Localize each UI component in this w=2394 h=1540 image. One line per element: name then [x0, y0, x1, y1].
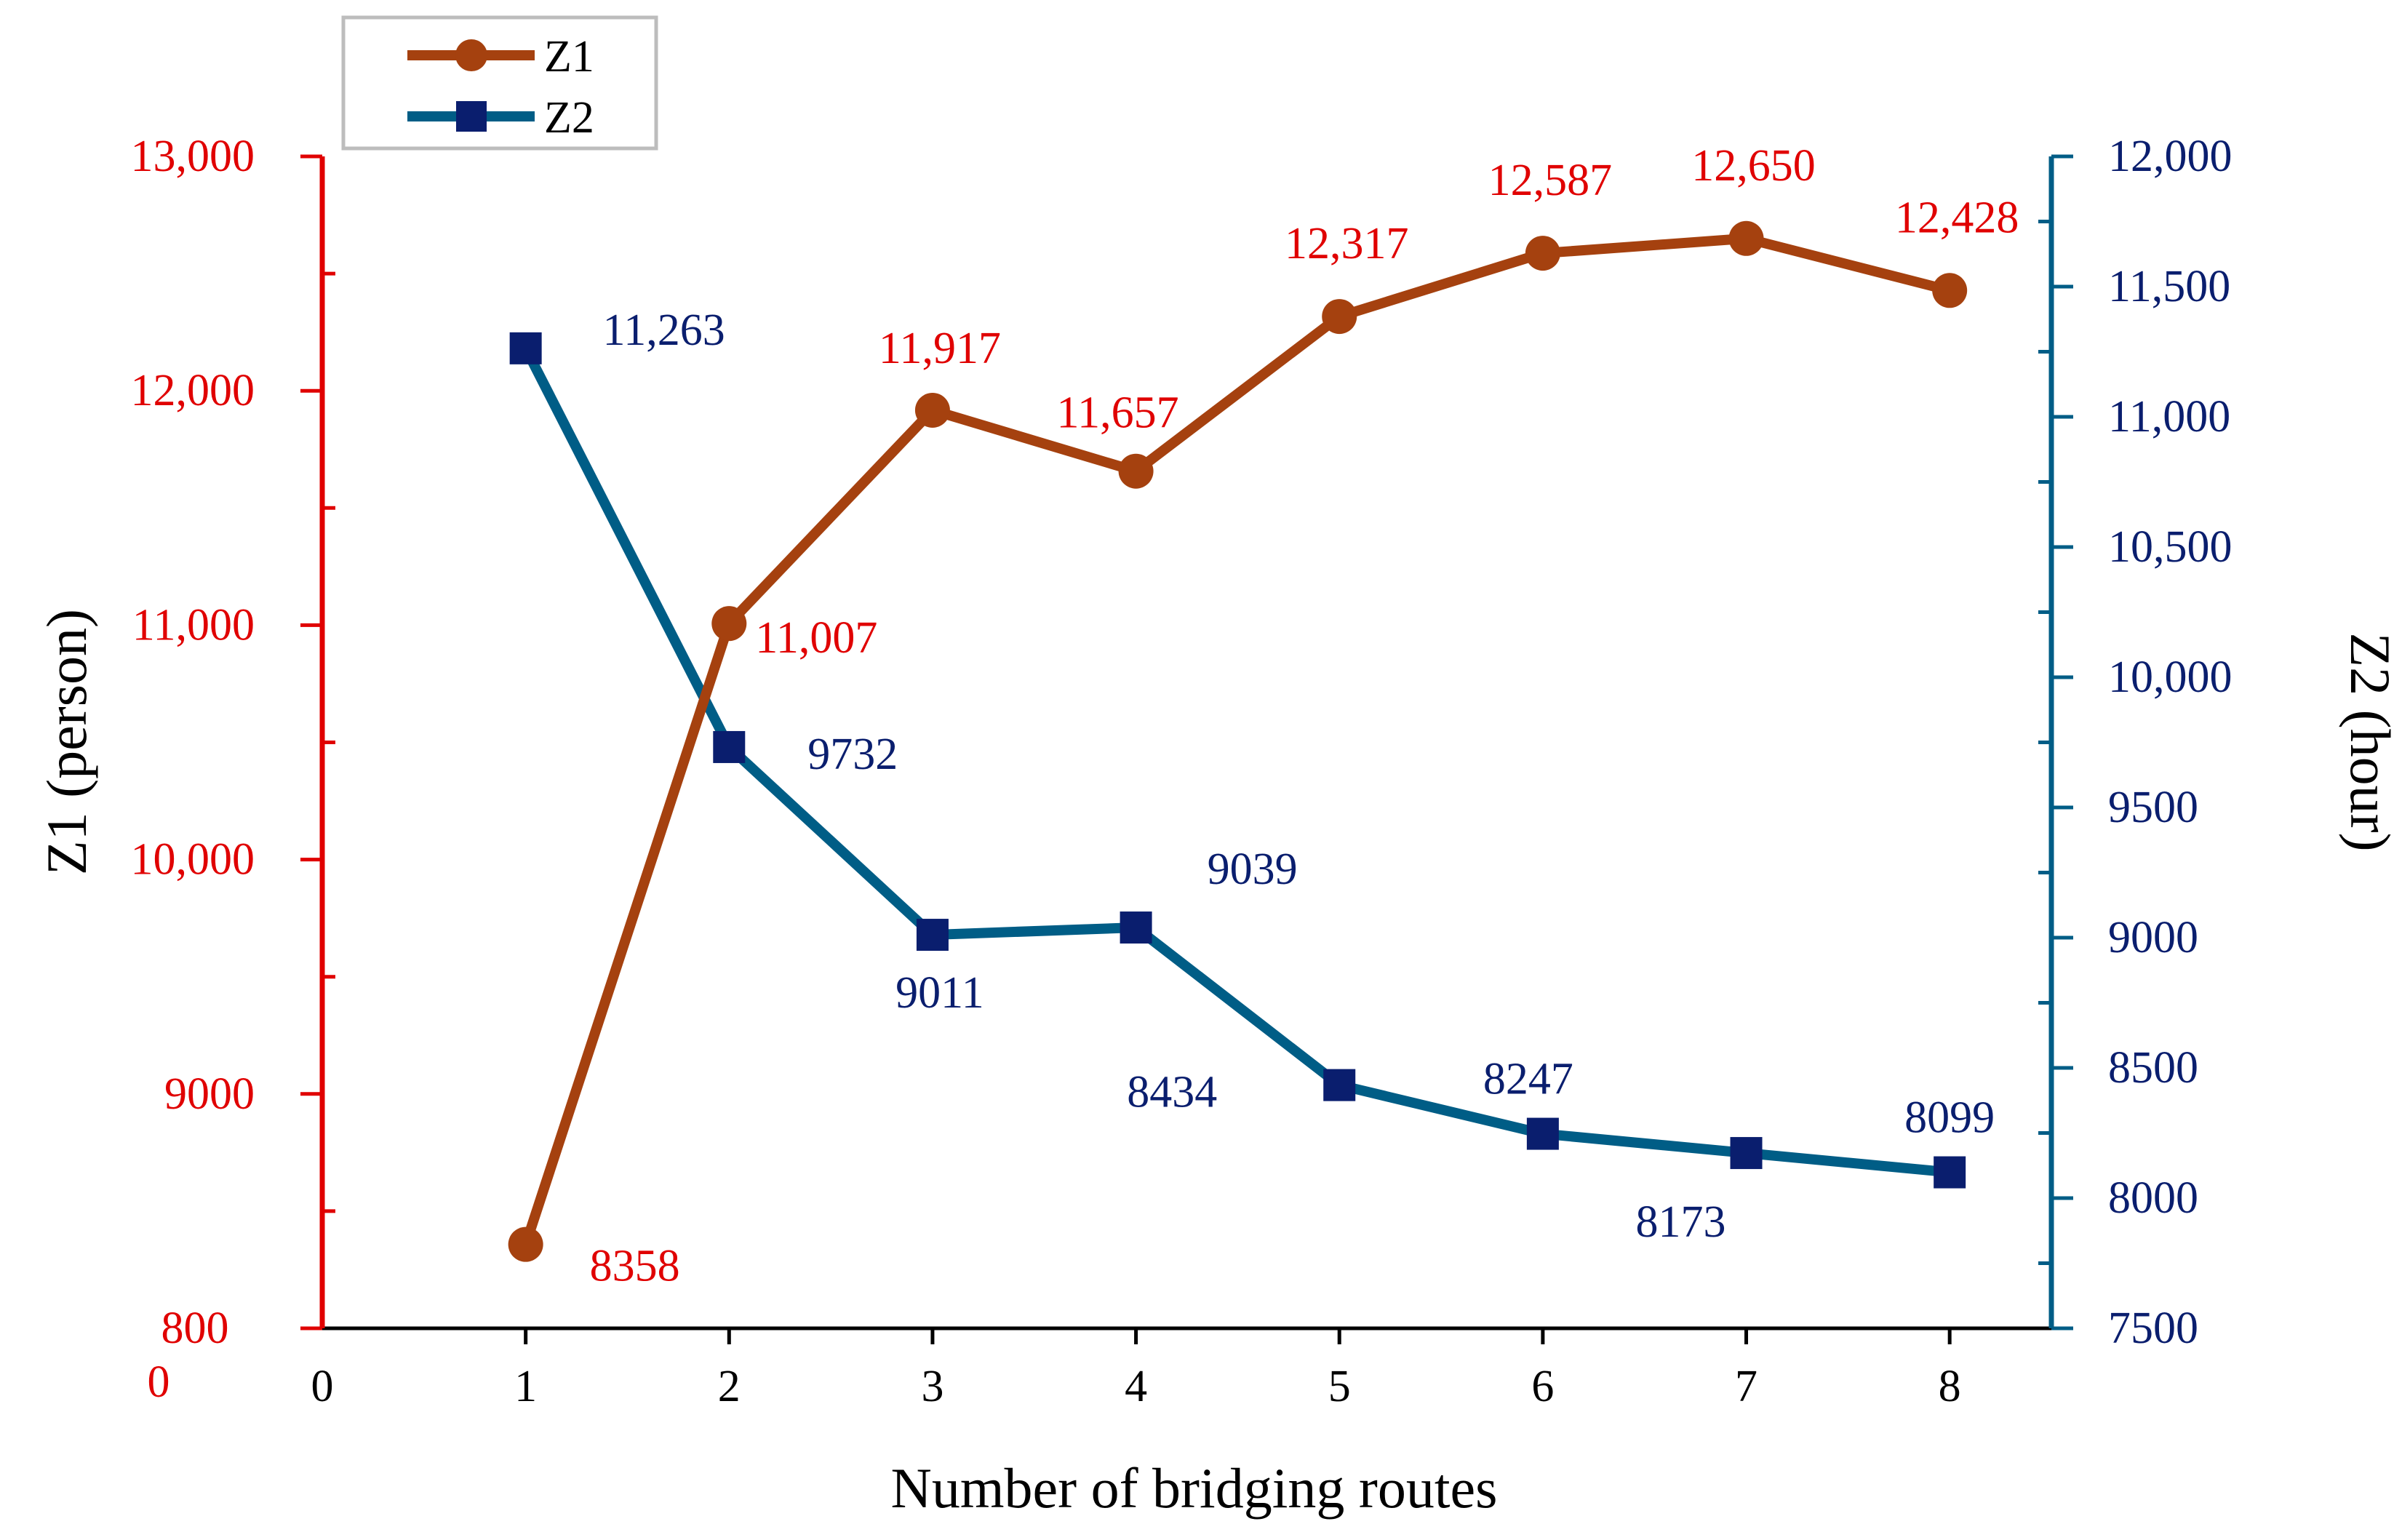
y-left-tick-label: 10,000 [131, 835, 255, 885]
z1-data-label: 8358 [590, 1242, 680, 1291]
y-right-tick-label: 9500 [2108, 783, 2198, 832]
z2-data-label: 11,263 [603, 306, 725, 355]
y-right-tick-label: 11,000 [2108, 392, 2230, 442]
x-tick-label: 3 [921, 1362, 943, 1411]
legend-z2-label: Z2 [544, 93, 594, 143]
y-right-tick-label: 11,500 [2108, 262, 2230, 311]
legend-z2-marker [456, 101, 487, 132]
x-axis-title: Number of bridging routes [890, 1456, 1497, 1520]
y-right-tick-label: 8000 [2108, 1173, 2198, 1223]
z2-point [713, 730, 746, 763]
z2-data-label: 9039 [1208, 845, 1298, 894]
z1-data-label: 11,917 [879, 324, 1001, 373]
z2-point [1730, 1137, 1763, 1170]
z2-point [1526, 1117, 1559, 1150]
series-line-z1 [520, 233, 1951, 1246]
z1-point [1118, 453, 1154, 489]
y-right-tick-label: 7500 [2108, 1304, 2198, 1353]
z2-data-label: 8173 [1636, 1197, 1726, 1247]
z1-data-label: 12,650 [1691, 141, 1816, 191]
x-tick-label: 8 [1939, 1362, 1961, 1411]
y-left-tick-label: 12,000 [131, 366, 255, 415]
x-tick-label: 7 [1735, 1362, 1757, 1411]
z2-data-label: 9011 [895, 968, 984, 1018]
y-right-tick-label: 9000 [2108, 913, 2198, 962]
legend-z1-label: Z1 [544, 32, 594, 81]
legend-box [341, 15, 658, 151]
y-left-axis-title: Z1 (person) [35, 609, 98, 875]
z2-data-label: 9732 [807, 730, 898, 779]
x-tick-label: 4 [1125, 1362, 1147, 1411]
x-tick-label: 2 [718, 1362, 741, 1411]
y-left-tick-label-part: 0 [148, 1357, 170, 1407]
x-tick-label: 1 [514, 1362, 537, 1411]
y-right-tick-label: 8500 [2108, 1043, 2198, 1093]
z2-point [916, 919, 949, 951]
z1-data-label: 12,317 [1285, 219, 1409, 268]
y-right-axis-title: Z2 (hour) [2339, 632, 2394, 851]
z1-point [508, 1226, 543, 1262]
y-right-tick-label: 10,000 [2108, 653, 2233, 702]
z1-data-label: 12,587 [1488, 156, 1613, 205]
z1-point [1728, 220, 1764, 256]
x-tick-label: 6 [1531, 1362, 1554, 1411]
z2-point [1934, 1156, 1966, 1189]
z2-point [1120, 911, 1152, 944]
series-group [508, 220, 1968, 1262]
y-left-tick-label: 11,000 [132, 600, 255, 650]
z2-data-label: 8434 [1127, 1068, 1217, 1117]
z2-data-label: 8099 [1904, 1093, 1995, 1143]
z2-point [1323, 1069, 1356, 1101]
data-labels: 8358 11,007 11,917 11,657 12,317 12,587 12,650… [590, 141, 2019, 1291]
z1-point [1322, 299, 1357, 335]
x-tick-label: 5 [1328, 1362, 1351, 1411]
z1-point [711, 606, 747, 642]
y-left-tick-label-part: 800 [161, 1304, 229, 1353]
z1-point [1525, 236, 1560, 271]
z1-data-label: 12,428 [1895, 193, 2019, 242]
z2-data-label: 8247 [1483, 1055, 1573, 1104]
x-tick-label: 0 [311, 1362, 334, 1411]
z2-point [509, 332, 542, 364]
z1-point [1932, 273, 1968, 308]
z1-data-label: 11,007 [755, 613, 877, 663]
y-right-tick-label: 12,000 [2108, 132, 2233, 181]
y-left-tick-label: 13,000 [131, 132, 255, 181]
z1-data-label: 11,657 [1056, 388, 1178, 438]
z1-point [914, 392, 950, 428]
y-right-tick-label: 10,500 [2108, 522, 2233, 572]
series-line-z2 [521, 346, 1950, 1178]
legend-z1-marker [455, 39, 487, 71]
y-left-tick-label: 9000 [164, 1069, 255, 1119]
y-left-tick-label: 800 0 [148, 1304, 229, 1407]
